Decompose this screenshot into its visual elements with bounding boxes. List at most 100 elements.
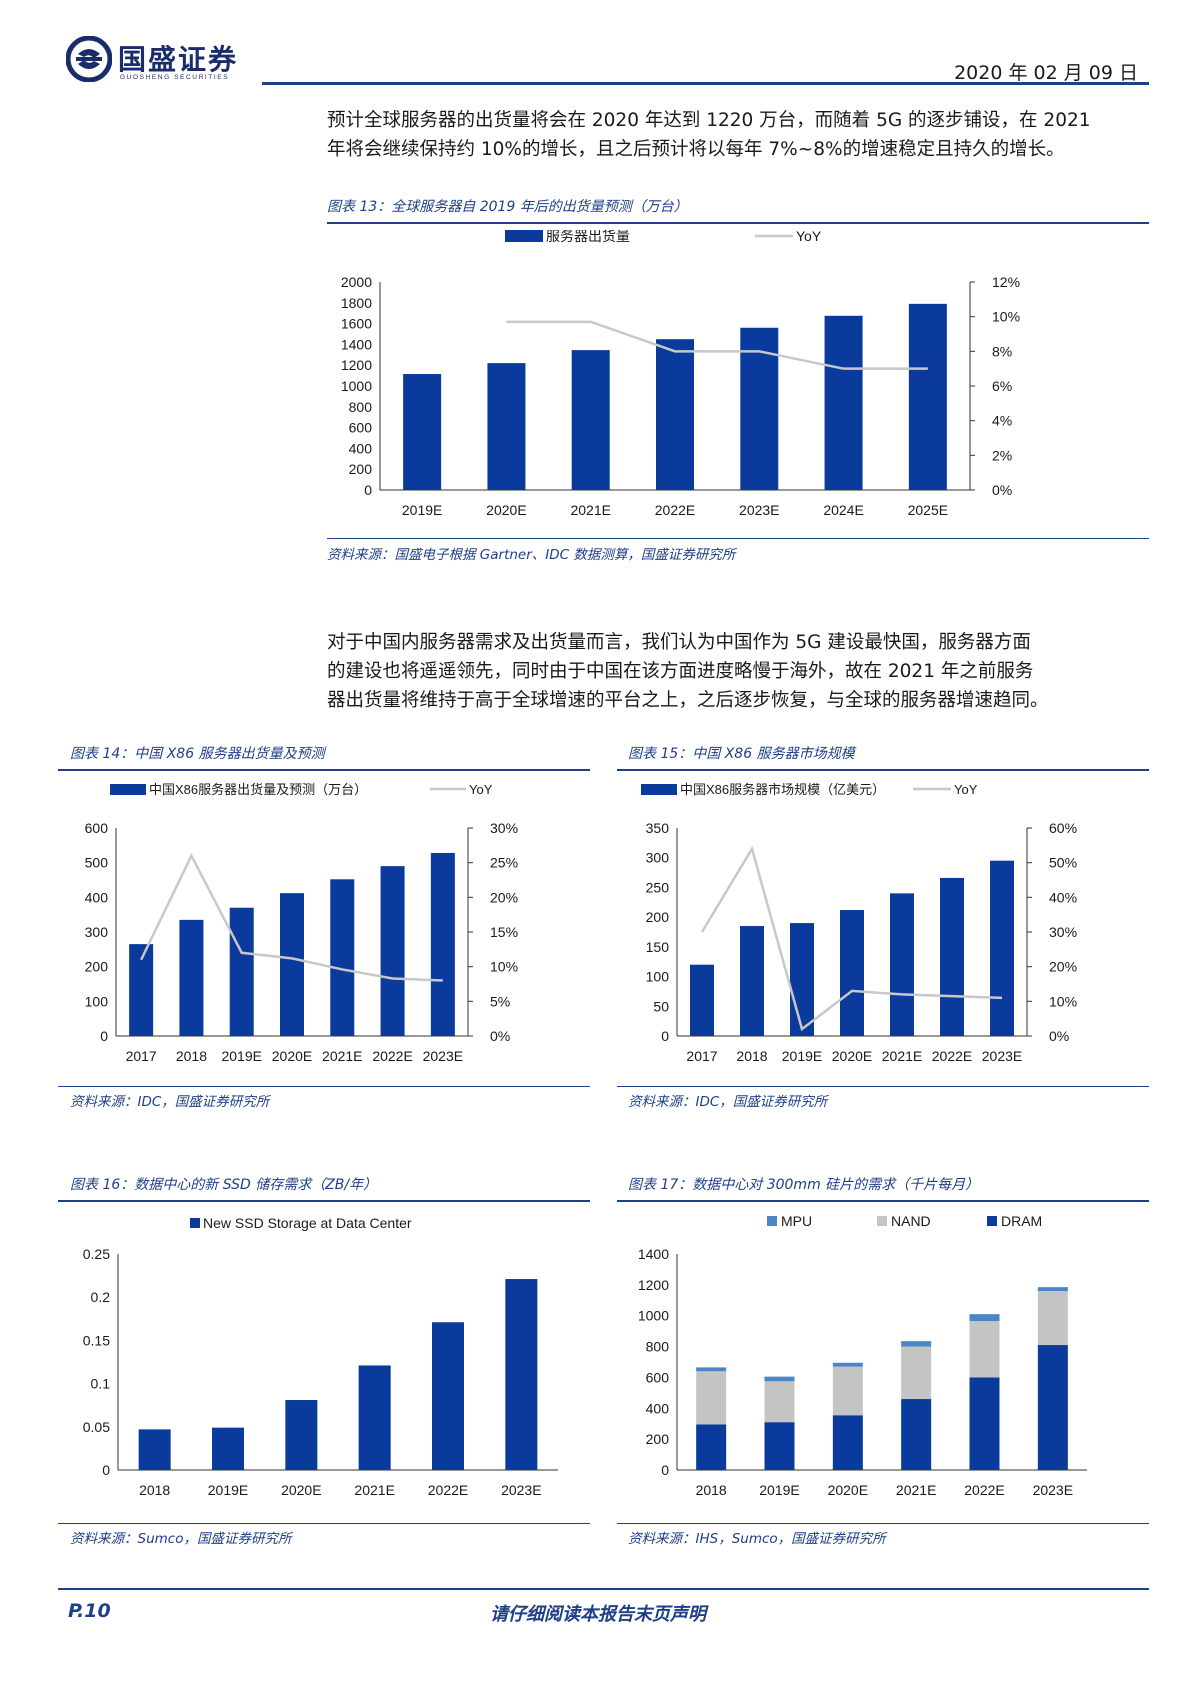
bar [908,303,947,490]
report-date: 2020 年 02 月 09 日 [954,62,1138,84]
bar [940,877,964,1036]
legend-label: 中国X86服务器出货量及预测（万台） [149,782,367,797]
bar-mpu [696,1367,727,1372]
figure-16-bottom-rule [58,1523,590,1524]
logo-text: 国盛证券 [118,43,239,76]
bar-dram [969,1377,1000,1470]
bar [487,363,526,490]
x-tick-label: 2022E [655,502,695,518]
yoy-line [140,852,443,982]
bar [890,893,914,1036]
x-tick-label: 2025E [908,502,948,518]
y2-tick-label: 60% [1049,820,1077,836]
figure-14-rule [58,769,590,771]
x-tick-label: 2020E [486,502,526,518]
y-tick-label: 1200 [341,357,372,373]
y2-tick-label: 10% [992,309,1020,325]
y-tick-label: 1400 [638,1246,669,1262]
x-tick-label: 2023E [982,1048,1022,1064]
bar [179,919,204,1036]
bar-mpu [901,1341,932,1347]
bar [330,879,355,1036]
y2-tick-label: 2% [992,447,1012,463]
figure-13-rule [327,222,1149,224]
y-tick-label: 200 [646,909,670,925]
paragraph-2-line-3: 器出货量将维持于高于全球增速的平台之上，之后逐步恢复，与全球的服务器增速趋同。 [327,690,1049,711]
bar [990,860,1014,1036]
x-tick-label: 2020E [272,1048,312,1064]
legend-label: 中国X86服务器市场规模（亿美元） [680,782,885,797]
y-tick-label: 800 [349,399,373,415]
y-tick-label: 200 [349,461,373,477]
x-tick-label: 2021E [570,502,610,518]
legend-label: YoY [796,230,822,244]
y-tick-label: 0.15 [83,1332,110,1348]
legend-swatch-nand [877,1216,887,1226]
bar [212,1427,244,1470]
yoy-line [700,845,1003,1032]
figure-13-chart: 0 200 400 600 800 1000 1200 1400 1600 1800 2000 0% 2… [341,230,1020,518]
y-tick-label: 100 [85,993,109,1009]
bar [790,923,814,1036]
bar-dram [832,1415,863,1470]
legend-label: DRAM [1001,1213,1042,1229]
bar-mpu [969,1314,1000,1322]
bar-nand [901,1346,932,1400]
y2-tick-label: 10% [1049,993,1077,1009]
y-tick-label: 150 [646,939,670,955]
figure-14-bottom-rule [58,1086,590,1087]
legend-swatch-dram [987,1216,997,1226]
bar [656,339,694,490]
figure-17-chart: 0 200 400 600 800 1000 1200 1400 2018 2019E 2020E 2… [638,1213,1087,1498]
figure-15-rule [617,769,1149,771]
bar [229,907,254,1036]
paragraph-1-line-2: 年将会继续保持约 10%的增长，且之后预计将以每年 7%~8%的增速稳定且持久的… [327,139,1065,160]
x-tick-label: 2021E [354,1482,394,1498]
x-tick-label: 2021E [896,1482,936,1498]
x-tick-label: 2022E [372,1048,412,1064]
bar [138,1429,171,1470]
bar [285,1400,318,1470]
legend-label: MPU [781,1213,812,1229]
figure-17-title: 图表 17：数据中心对 300mm 硅片的需求（千片每月） [628,1177,980,1193]
bar [430,852,455,1036]
figure-16-chart: 0 0.05 0.1 0.15 0.2 0.25 2018 2019E 2020E 2021E 20… [83,1215,558,1498]
y-tick-label: 100 [646,969,670,985]
y2-tick-label: 12% [992,274,1020,290]
logo-subtitle: GUOSHENG SECURITIES [120,74,230,81]
y-tick-label: 0.1 [91,1376,111,1392]
x-tick-label: 2023E [1033,1482,1073,1498]
y-tick-label: 1200 [638,1277,669,1293]
y2-tick-label: 0% [490,1028,510,1044]
y-tick-label: 0.2 [91,1289,111,1305]
figure-16-title: 图表 16：数据中心的新 SSD 储存需求（ZB/年） [70,1177,378,1193]
y-tick-label: 1000 [341,378,372,394]
x-tick-label: 2020E [281,1482,321,1498]
y2-tick-label: 20% [490,889,518,905]
legend-label: 服务器出货量 [546,230,630,244]
figure-13-title: 图表 13：全球服务器自 2019 年后的出货量预测（万台） [327,199,688,215]
bar [380,866,405,1036]
x-tick-label: 2022E [964,1482,1004,1498]
x-tick-label: 2024E [823,502,863,518]
y2-tick-label: 0% [992,482,1012,498]
bar [505,1279,538,1470]
bar-mpu [764,1376,795,1382]
y-tick-label: 250 [646,879,670,895]
x-tick-label: 2021E [882,1048,922,1064]
y-tick-label: 400 [85,889,109,905]
page-number: P.10 [68,1600,111,1622]
figure-13-source: 资料来源：国盛电子根据 Gartner、IDC 数据测算，国盛证券研究所 [327,547,736,563]
y-tick-label: 400 [646,1400,670,1416]
y-tick-label: 1600 [341,316,372,332]
x-tick-label: 2023E [501,1482,541,1498]
paragraph-2: 对于中国内服务器需求及出货量而言，我们认为中国作为 5G 建设最快国，服务器方面… [327,628,1149,715]
bar-dram [764,1422,795,1470]
company-logo: 国盛证券 GUOSHENG SECURITIES [66,36,296,86]
bar [358,1365,391,1470]
figure-14-source: 资料来源：IDC，国盛证券研究所 [70,1094,270,1110]
paragraph-1: 预计全球服务器的出货量将会在 2020 年达到 1220 万台，而随着 5G 的… [327,106,1149,164]
yoy-line [506,320,928,370]
y-tick-label: 350 [646,820,670,836]
bar-nand [696,1371,727,1425]
